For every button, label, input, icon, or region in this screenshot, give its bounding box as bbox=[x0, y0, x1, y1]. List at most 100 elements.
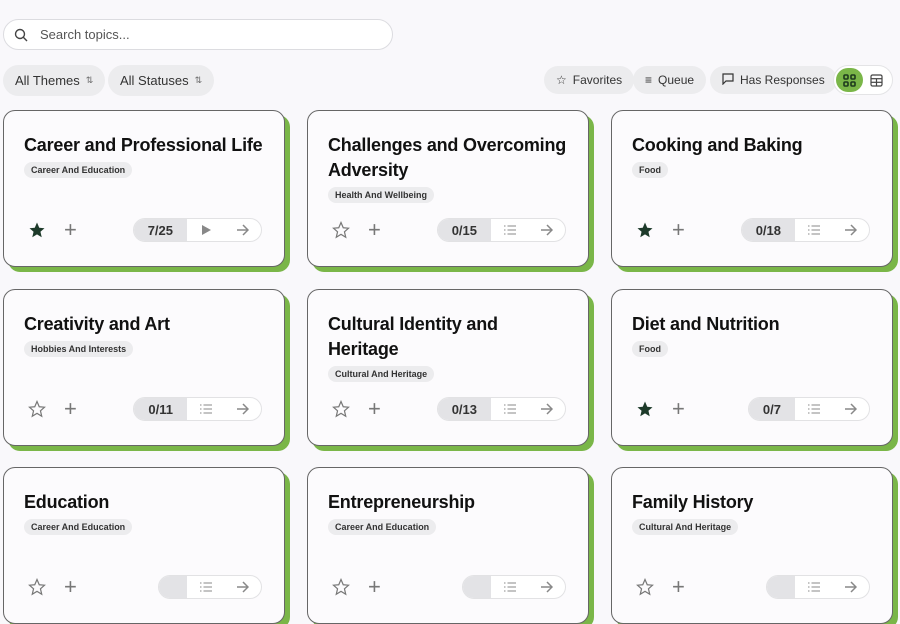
add-to-queue-icon[interactable]: + bbox=[672, 574, 685, 599]
topic-card[interactable]: Career and Professional Life Career And … bbox=[3, 110, 285, 267]
topic-card[interactable]: Cooking and Baking Food + 0/18 bbox=[611, 110, 893, 267]
chevron-updown-icon: ⇅ bbox=[194, 75, 203, 85]
progress-group: 0/11 bbox=[133, 397, 262, 421]
progress-count: 0/15 bbox=[437, 219, 491, 241]
topic-title: Challenges and Overcoming Adversity bbox=[328, 135, 567, 180]
add-to-queue-icon[interactable]: + bbox=[368, 396, 381, 421]
topic-title: Cultural Identity and Heritage bbox=[328, 314, 498, 359]
arrow-right-icon[interactable] bbox=[528, 219, 565, 241]
theme-tag: Career And Education bbox=[24, 519, 133, 535]
progress-count: 7/25 bbox=[133, 219, 187, 241]
arrow-right-icon[interactable] bbox=[832, 219, 869, 241]
list-icon[interactable] bbox=[491, 398, 528, 420]
theme-tag: Health And Wellbeing bbox=[328, 187, 435, 203]
topic-card[interactable]: Creativity and Art Hobbies And Interests… bbox=[3, 289, 285, 446]
progress-group: 0/15 bbox=[436, 218, 566, 242]
arrow-right-icon[interactable] bbox=[528, 576, 565, 598]
favorites-button[interactable]: ☆ Favorites bbox=[544, 66, 635, 94]
progress-count: 0/18 bbox=[741, 219, 795, 241]
theme-tag: Career And Education bbox=[328, 519, 437, 535]
progress-group bbox=[462, 575, 566, 599]
topic-title: Diet and Nutrition bbox=[632, 314, 780, 334]
progress-count bbox=[767, 576, 795, 598]
topic-title: Creativity and Art bbox=[24, 314, 170, 334]
arrow-right-icon[interactable] bbox=[224, 576, 261, 598]
status-filter[interactable]: All Statuses ⇅ bbox=[108, 65, 215, 96]
list-icon[interactable] bbox=[187, 398, 224, 420]
search-bar[interactable] bbox=[3, 19, 393, 50]
add-to-queue-icon[interactable]: + bbox=[64, 574, 77, 599]
card-actions: + 0/15 bbox=[332, 218, 566, 242]
arrow-right-icon[interactable] bbox=[224, 398, 261, 420]
topic-card[interactable]: Diet and Nutrition Food + 0/7 bbox=[611, 289, 893, 446]
topic-card[interactable]: Entrepreneurship Career And Education + bbox=[307, 467, 589, 624]
progress-group: 7/25 bbox=[132, 218, 262, 242]
search-icon bbox=[14, 28, 28, 42]
star-filled-icon[interactable] bbox=[28, 221, 46, 239]
list-icon[interactable] bbox=[795, 576, 832, 598]
progress-group: 0/13 bbox=[436, 397, 566, 421]
card-actions: + 0/13 bbox=[332, 397, 566, 421]
progress-group bbox=[766, 575, 870, 599]
topic-card[interactable]: Family History Cultural And Heritage + bbox=[611, 467, 893, 624]
star-outline-icon[interactable] bbox=[28, 400, 46, 418]
queue-label: Queue bbox=[658, 73, 695, 87]
arrow-right-icon[interactable] bbox=[528, 398, 565, 420]
star-outline-icon[interactable] bbox=[332, 221, 350, 239]
grid-view-button[interactable] bbox=[836, 68, 863, 92]
theme-tag: Cultural And Heritage bbox=[632, 519, 739, 535]
view-toggle bbox=[833, 65, 893, 95]
add-to-queue-icon[interactable]: + bbox=[672, 396, 685, 421]
progress-group: 0/7 bbox=[747, 397, 870, 421]
list-icon[interactable] bbox=[187, 576, 224, 598]
progress-count: 0/7 bbox=[748, 398, 795, 420]
star-filled-icon[interactable] bbox=[636, 221, 654, 239]
progress-count bbox=[463, 576, 491, 598]
add-to-queue-icon[interactable]: + bbox=[672, 217, 685, 242]
star-outline-icon[interactable] bbox=[28, 578, 46, 596]
add-to-queue-icon[interactable]: + bbox=[64, 396, 77, 421]
search-input[interactable] bbox=[40, 27, 360, 42]
message-icon bbox=[722, 72, 734, 88]
list-icon[interactable] bbox=[491, 576, 528, 598]
list-icon[interactable] bbox=[795, 398, 832, 420]
theme-tag: Hobbies And Interests bbox=[24, 341, 134, 357]
add-to-queue-icon[interactable]: + bbox=[368, 217, 381, 242]
has-responses-button[interactable]: Has Responses bbox=[710, 66, 837, 94]
favorites-label: Favorites bbox=[572, 73, 623, 87]
topic-card[interactable]: Challenges and Overcoming Adversity Heal… bbox=[307, 110, 589, 267]
star-outline-icon[interactable] bbox=[332, 578, 350, 596]
theme-filter-label: All Themes bbox=[15, 73, 80, 88]
arrow-right-icon[interactable] bbox=[224, 219, 261, 241]
card-actions: + bbox=[636, 575, 870, 599]
topic-title: Education bbox=[24, 492, 110, 512]
grid-icon bbox=[843, 73, 856, 87]
list-icon[interactable] bbox=[491, 219, 528, 241]
queue-icon: ≡ bbox=[645, 73, 653, 87]
theme-tag: Career And Education bbox=[24, 162, 133, 178]
list-icon[interactable] bbox=[795, 219, 832, 241]
queue-button[interactable]: ≡ Queue bbox=[633, 66, 707, 94]
progress-group bbox=[158, 575, 262, 599]
topic-card[interactable]: Education Career And Education + bbox=[3, 467, 285, 624]
theme-tag: Food bbox=[632, 341, 668, 357]
arrow-right-icon[interactable] bbox=[832, 398, 869, 420]
topic-card[interactable]: Cultural Identity and Heritage Cultural … bbox=[307, 289, 589, 446]
card-actions: + bbox=[332, 575, 566, 599]
play-icon[interactable] bbox=[187, 219, 224, 241]
add-to-queue-icon[interactable]: + bbox=[64, 217, 77, 242]
theme-filter[interactable]: All Themes ⇅ bbox=[3, 65, 106, 96]
arrow-right-icon[interactable] bbox=[832, 576, 869, 598]
progress-count: 0/11 bbox=[134, 398, 187, 420]
status-filter-label: All Statuses bbox=[120, 73, 189, 88]
star-outline-icon[interactable] bbox=[332, 400, 350, 418]
table-icon bbox=[870, 73, 883, 87]
add-to-queue-icon[interactable]: + bbox=[368, 574, 381, 599]
progress-group: 0/18 bbox=[740, 218, 870, 242]
table-view-button[interactable] bbox=[863, 68, 890, 92]
card-actions: + 0/11 bbox=[28, 397, 262, 421]
star-filled-icon[interactable] bbox=[636, 400, 654, 418]
topic-title: Career and Professional Life bbox=[24, 135, 263, 155]
star-outline-icon: ☆ bbox=[556, 73, 567, 87]
star-outline-icon[interactable] bbox=[636, 578, 654, 596]
